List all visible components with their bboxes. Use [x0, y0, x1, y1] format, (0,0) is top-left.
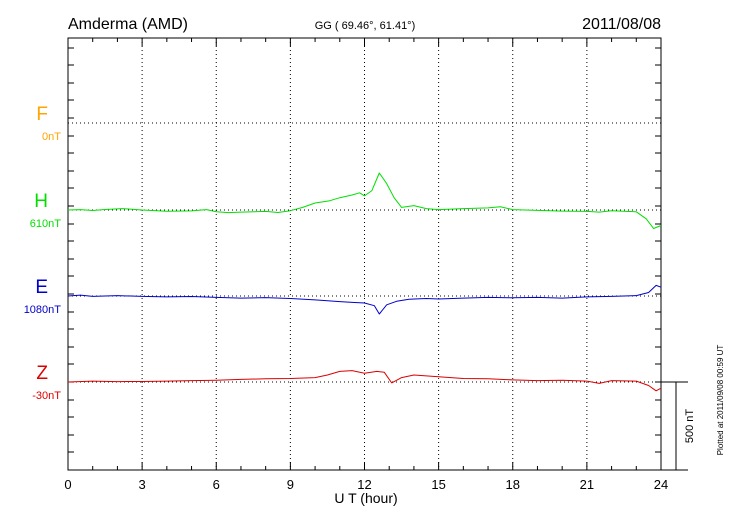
x-tick-label: 21 — [580, 477, 594, 492]
x-tick-label: 6 — [213, 477, 220, 492]
series-baseline-e: 1080nT — [24, 304, 62, 316]
x-tick-label: 9 — [287, 477, 294, 492]
x-tick-label: 24 — [654, 477, 668, 492]
x-tick-label: 18 — [506, 477, 520, 492]
x-tick-label: 12 — [357, 477, 371, 492]
series-baseline-f: 0nT — [42, 131, 61, 143]
series-name-z: Z — [36, 363, 48, 384]
x-tick-labels: 0 3 6 9 12 15 18 21 24 — [64, 477, 668, 492]
series-name-e: E — [35, 277, 48, 298]
series-line-z — [67, 370, 662, 392]
series-labels: F 0nT H 610nT E 1080nT Z -30nT — [24, 104, 62, 402]
axis-ticks — [67, 38, 662, 471]
series-name-h: H — [34, 191, 48, 212]
series-baseline-h: 610nT — [30, 218, 61, 230]
date-label: 2011/08/08 — [582, 16, 661, 33]
plotted-at-note: Plotted at 2011/09/08 00:59 UT — [716, 345, 725, 456]
series-line-h — [67, 172, 662, 229]
series-name-f: F — [36, 104, 48, 125]
scale-bar-label: 500 nT — [684, 409, 696, 444]
coords-label: GG ( 69.46°, 61.41°) — [315, 20, 416, 32]
series-line-e — [67, 284, 662, 315]
scale-bar: 500 nT — [661, 381, 696, 471]
x-tick-label: 15 — [431, 477, 445, 492]
series-group — [67, 172, 662, 392]
grid-lines — [68, 38, 661, 470]
x-tick-label: 3 — [139, 477, 146, 492]
x-tick-label: 0 — [64, 477, 71, 492]
x-axis-label: U T (hour) — [334, 490, 397, 506]
station-title: Amderma (AMD) — [68, 16, 188, 33]
series-baseline-z: -30nT — [32, 390, 61, 402]
